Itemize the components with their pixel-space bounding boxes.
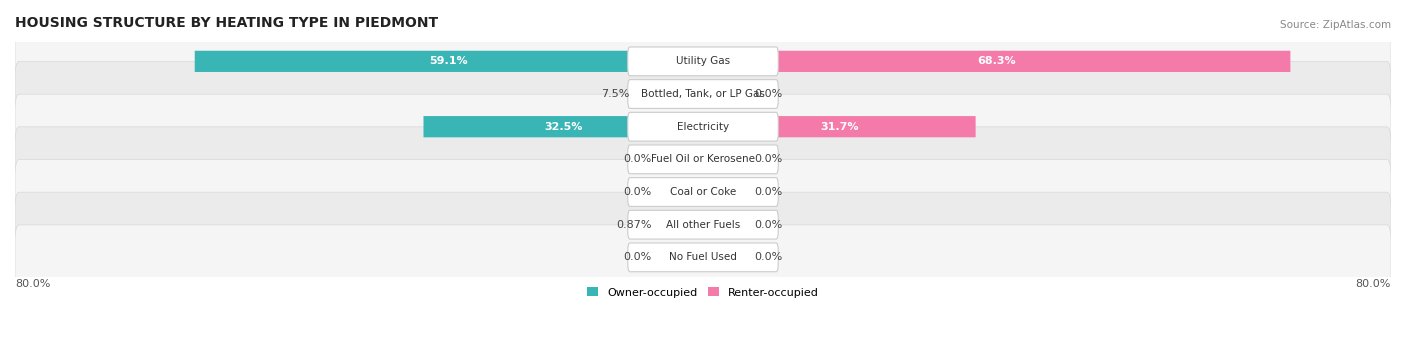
FancyBboxPatch shape	[195, 51, 703, 72]
FancyBboxPatch shape	[15, 192, 1391, 257]
FancyBboxPatch shape	[627, 47, 779, 76]
Text: 0.0%: 0.0%	[755, 154, 783, 164]
Text: 0.0%: 0.0%	[755, 220, 783, 230]
FancyBboxPatch shape	[703, 181, 747, 203]
FancyBboxPatch shape	[627, 210, 779, 239]
FancyBboxPatch shape	[659, 247, 703, 268]
Text: Coal or Coke: Coal or Coke	[669, 187, 737, 197]
FancyBboxPatch shape	[627, 112, 779, 141]
FancyBboxPatch shape	[659, 149, 703, 170]
FancyBboxPatch shape	[659, 181, 703, 203]
FancyBboxPatch shape	[15, 94, 1391, 159]
FancyBboxPatch shape	[703, 51, 1291, 72]
Text: 31.7%: 31.7%	[820, 122, 859, 132]
FancyBboxPatch shape	[703, 214, 747, 235]
Text: 0.0%: 0.0%	[755, 89, 783, 99]
Text: 80.0%: 80.0%	[15, 279, 51, 288]
Text: HOUSING STRUCTURE BY HEATING TYPE IN PIEDMONT: HOUSING STRUCTURE BY HEATING TYPE IN PIE…	[15, 16, 439, 30]
Text: 0.0%: 0.0%	[623, 187, 651, 197]
FancyBboxPatch shape	[638, 84, 703, 105]
Text: Bottled, Tank, or LP Gas: Bottled, Tank, or LP Gas	[641, 89, 765, 99]
FancyBboxPatch shape	[627, 80, 779, 108]
FancyBboxPatch shape	[703, 149, 747, 170]
FancyBboxPatch shape	[423, 116, 703, 137]
Text: 0.87%: 0.87%	[616, 220, 651, 230]
Text: 7.5%: 7.5%	[602, 89, 630, 99]
FancyBboxPatch shape	[703, 247, 747, 268]
Text: 0.0%: 0.0%	[623, 252, 651, 262]
FancyBboxPatch shape	[703, 116, 976, 137]
FancyBboxPatch shape	[627, 178, 779, 206]
Text: 32.5%: 32.5%	[544, 122, 582, 132]
FancyBboxPatch shape	[659, 214, 703, 235]
FancyBboxPatch shape	[15, 29, 1391, 94]
Text: Utility Gas: Utility Gas	[676, 56, 730, 66]
Text: No Fuel Used: No Fuel Used	[669, 252, 737, 262]
Text: All other Fuels: All other Fuels	[666, 220, 740, 230]
Text: 0.0%: 0.0%	[755, 252, 783, 262]
Text: 0.0%: 0.0%	[623, 154, 651, 164]
FancyBboxPatch shape	[627, 243, 779, 272]
Text: Fuel Oil or Kerosene: Fuel Oil or Kerosene	[651, 154, 755, 164]
Text: 0.0%: 0.0%	[755, 187, 783, 197]
FancyBboxPatch shape	[15, 160, 1391, 224]
Text: Electricity: Electricity	[676, 122, 730, 132]
FancyBboxPatch shape	[15, 61, 1391, 127]
Text: Source: ZipAtlas.com: Source: ZipAtlas.com	[1279, 20, 1391, 30]
FancyBboxPatch shape	[15, 127, 1391, 192]
FancyBboxPatch shape	[703, 84, 747, 105]
FancyBboxPatch shape	[627, 145, 779, 174]
Text: 59.1%: 59.1%	[430, 56, 468, 66]
Text: 68.3%: 68.3%	[977, 56, 1017, 66]
Text: 80.0%: 80.0%	[1355, 279, 1391, 288]
Legend: Owner-occupied, Renter-occupied: Owner-occupied, Renter-occupied	[582, 283, 824, 302]
FancyBboxPatch shape	[15, 225, 1391, 290]
